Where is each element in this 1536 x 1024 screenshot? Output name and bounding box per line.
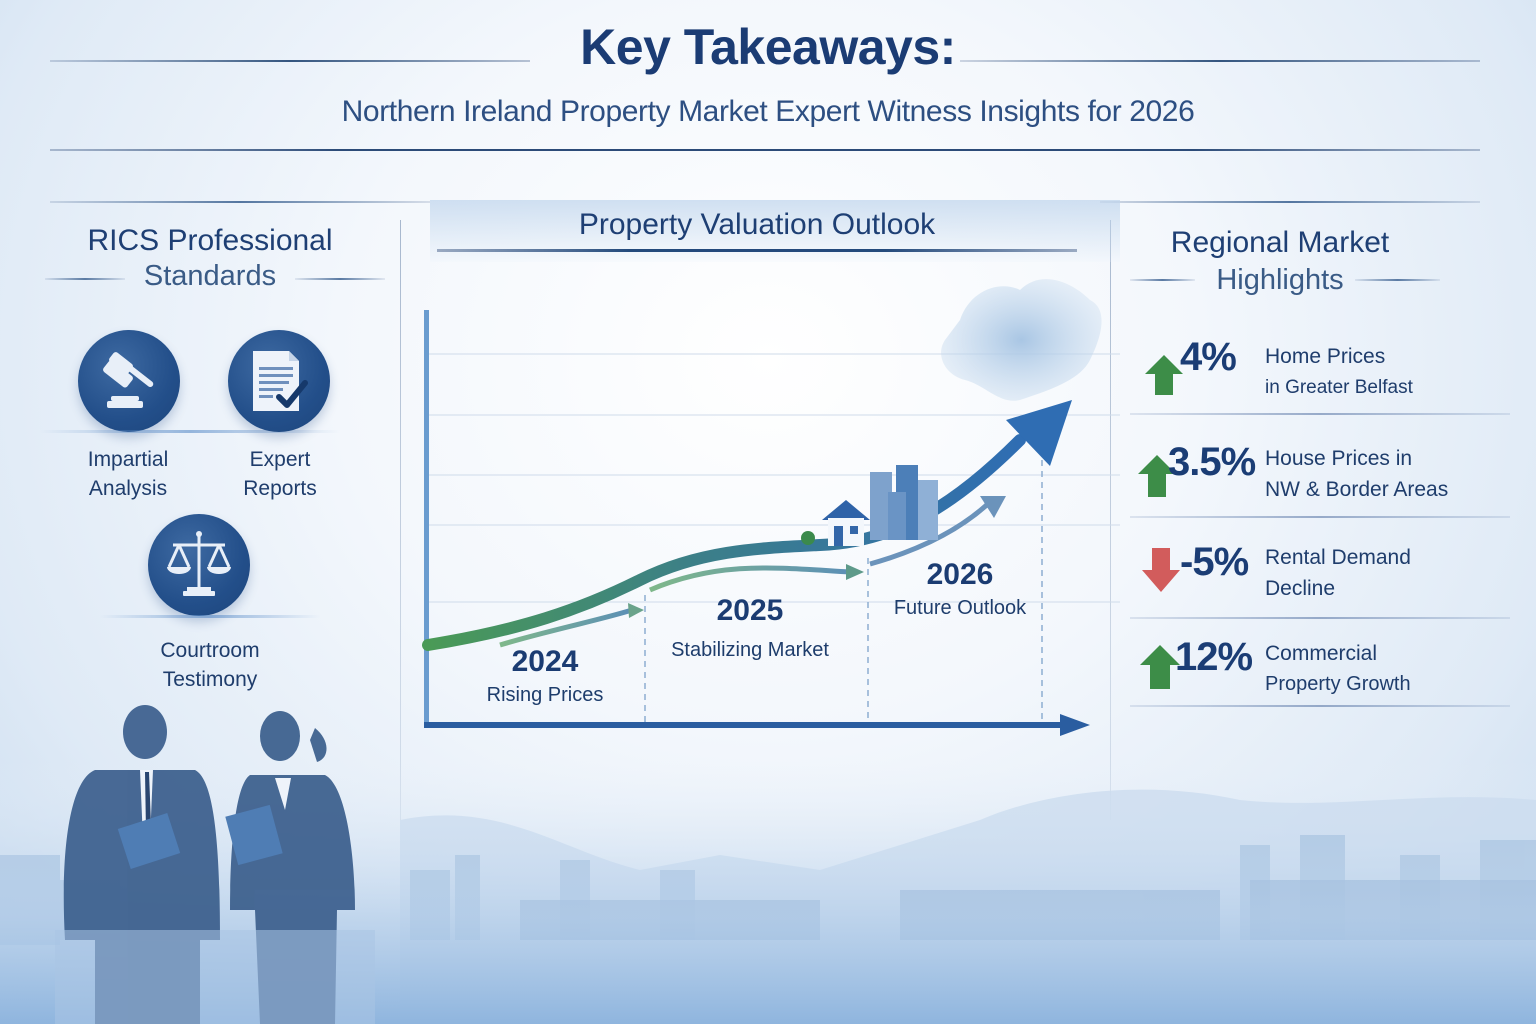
scales-of-justice-icon [167,531,231,596]
rics-subheading: Standards [143,260,277,292]
city-buildings-icon [870,465,938,540]
stat-label: Rental Demand Decline [1265,546,1411,600]
stat-row: -5% Rental Demand Decline [1130,540,1510,640]
stat-label: Commercial Property Growth [1265,642,1411,695]
milestone-label-2024: Rising Prices [486,684,604,706]
column-divider-left [400,220,401,820]
regional-heading-rule-left [1130,279,1195,281]
arrow-head-icon [846,564,864,580]
stat-row: 4% Home Prices in Greater Belfast [1130,335,1510,435]
stat-row: 3.5% House Prices in NW & Border Areas [1130,440,1510,540]
icon-shadow [100,615,320,618]
stat-label: Home Prices in Greater Belfast [1265,345,1413,398]
stat-divider [1130,413,1510,415]
northern-ireland-map-icon [941,279,1102,401]
chart-title: Property Valuation Outlook [578,208,936,241]
milestone-year-2025: 2025 [716,594,784,627]
impartial-analysis-label: Impartial Analysis [87,448,169,500]
stat-value: 12% [1175,635,1253,679]
stat-value: 3.5% [1168,440,1256,484]
arrow-head-icon [980,496,1006,518]
impartial-analysis-badge [78,330,180,432]
band-rule-right [1100,201,1480,203]
milestone-label-2025: Stabilizing Market [671,639,829,661]
arrow-up-icon [1145,355,1183,395]
stat-divider [1130,617,1510,619]
expert-reports-badge [228,330,330,432]
professionals-silhouette-illustration [55,705,375,1024]
trend-arrow-head-icon [1006,400,1072,466]
document-check-icon [253,351,308,411]
stat-value: 4% [1180,335,1237,379]
regional-heading-rule-right [1355,279,1440,281]
stat-divider [1130,516,1510,518]
rics-heading-rule-right [295,278,385,280]
clipboard-icon [225,804,283,866]
page-subtitle: Northern Ireland Property Market Expert … [341,95,1195,128]
rics-heading-rule-left [45,278,125,280]
milestone-year-2026: 2026 [926,558,994,591]
courtroom-testimony-label: Courtroom Testimony [160,639,260,691]
stat-divider [1130,705,1510,707]
page-title: Key Takeaways: [580,19,956,75]
arrow-up-icon [1138,455,1176,497]
courtroom-testimony-badge [148,514,250,616]
chart-title-rule [437,249,1077,252]
tree-icon [801,531,815,545]
stat-value: -5% [1180,540,1249,584]
valuation-chart [422,279,1120,736]
icon-shadow [40,430,340,433]
title-rule-left [50,60,530,62]
milestone-label-2026: Future Outlook [893,597,1027,619]
band-rule-left [50,201,430,203]
house-icon [822,500,870,546]
arrow-up-icon [1140,645,1180,689]
title-rule-right [960,60,1480,62]
gavel-icon [103,352,154,408]
expert-reports-label: Expert Reports [243,448,317,500]
arrow-head-icon [628,603,644,618]
column-divider-right [1110,220,1111,820]
rics-heading: RICS Professional [87,224,333,257]
header-divider [50,149,1480,151]
x-axis-arrow-icon [1060,714,1090,736]
folder-icon [117,812,181,870]
regional-heading: Regional Market [1170,226,1390,259]
arrow-down-icon [1142,548,1180,592]
stat-row: 12% Commercial Property Growth [1130,635,1510,735]
stat-label: House Prices in NW & Border Areas [1265,447,1449,501]
milestone-year-2024: 2024 [511,645,579,678]
regional-subheading: Highlights [1216,264,1344,296]
